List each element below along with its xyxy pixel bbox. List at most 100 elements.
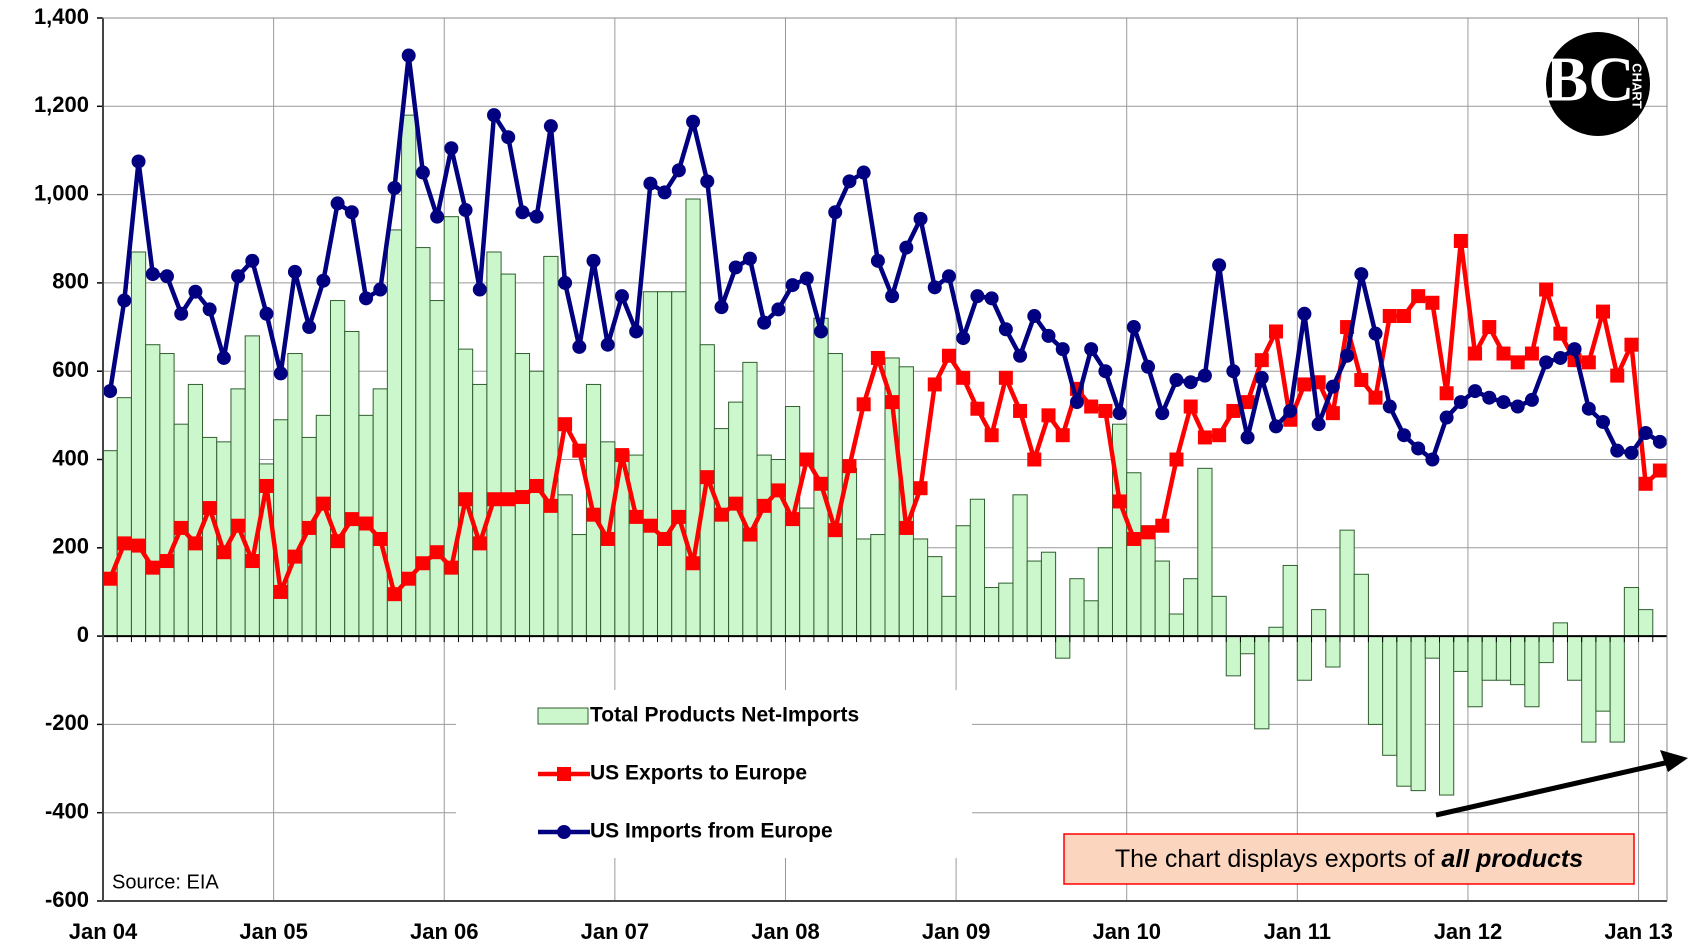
- marker: [1425, 452, 1440, 467]
- marker: [1340, 348, 1355, 363]
- marker: [373, 531, 388, 546]
- bar: [1581, 635, 1597, 743]
- marker: [387, 180, 402, 195]
- bar: [927, 556, 943, 637]
- marker: [998, 370, 1013, 385]
- logo-letters: BC: [1546, 44, 1635, 115]
- marker: [1112, 494, 1127, 509]
- marker: [415, 556, 430, 571]
- y-tick-label: 0: [77, 622, 89, 647]
- x-tick-label: Jan 08: [751, 919, 820, 944]
- bar: [1097, 547, 1113, 637]
- marker: [117, 293, 132, 308]
- arrow-head: [1660, 750, 1688, 772]
- arrow: [1435, 757, 1679, 818]
- marker: [472, 282, 487, 297]
- y-tick-label: 400: [52, 445, 89, 470]
- bar: [1154, 560, 1170, 637]
- bar: [1026, 560, 1042, 637]
- marker: [287, 264, 302, 279]
- marker: [216, 545, 231, 560]
- marker: [1382, 309, 1397, 324]
- y-tick-label: 600: [52, 357, 89, 382]
- marker: [899, 520, 914, 535]
- marker: [216, 350, 231, 365]
- bar: [1140, 525, 1156, 637]
- marker: [1510, 355, 1525, 370]
- marker: [1539, 282, 1554, 297]
- marker: [1325, 379, 1340, 394]
- marker: [316, 496, 331, 511]
- marker: [927, 377, 942, 392]
- bar: [1211, 595, 1227, 637]
- marker: [1183, 375, 1198, 390]
- marker: [1013, 403, 1028, 418]
- x-tick-label: Jan 06: [410, 919, 479, 944]
- marker: [1141, 525, 1156, 540]
- marker: [1212, 428, 1227, 443]
- marker: [657, 531, 672, 546]
- marker: [1084, 399, 1099, 414]
- marker: [558, 417, 573, 432]
- marker: [771, 483, 786, 498]
- marker: [1354, 267, 1369, 282]
- logo: [1546, 32, 1650, 136]
- marker: [643, 518, 658, 533]
- marker: [529, 209, 544, 224]
- marker: [1325, 406, 1340, 421]
- marker: [1396, 309, 1411, 324]
- marker: [984, 428, 999, 443]
- bar: [1126, 472, 1142, 637]
- marker: [273, 584, 288, 599]
- bar: [1353, 573, 1369, 637]
- marker: [1596, 304, 1611, 319]
- bar: [230, 388, 246, 637]
- marker: [742, 527, 757, 542]
- marker: [1510, 399, 1525, 414]
- bar: [1268, 626, 1284, 637]
- bar: [912, 538, 929, 637]
- marker: [728, 260, 743, 275]
- marker: [543, 119, 558, 134]
- marker: [643, 176, 658, 191]
- marker: [487, 492, 501, 507]
- bar: [685, 198, 701, 637]
- marker: [1141, 359, 1156, 374]
- annotation-text: The chart displays exports of: [1115, 845, 1442, 873]
- bar: [401, 114, 417, 637]
- marker: [103, 571, 118, 586]
- marker: [586, 253, 601, 268]
- x-tick-label: Jan 10: [1092, 919, 1161, 944]
- marker: [1411, 289, 1426, 304]
- marker: [1624, 445, 1639, 460]
- marker: [629, 324, 644, 339]
- marker: [1382, 399, 1397, 414]
- marker: [1226, 403, 1241, 418]
- marker: [472, 536, 487, 551]
- marker: [1169, 373, 1184, 388]
- marker: [1269, 324, 1283, 339]
- bar: [486, 251, 502, 637]
- marker: [1553, 350, 1568, 365]
- y-tick-label: 1,400: [34, 4, 89, 29]
- marker: [1197, 368, 1212, 383]
- bar: [1424, 635, 1441, 659]
- bar: [799, 507, 815, 637]
- marker: [771, 302, 786, 317]
- marker: [430, 545, 445, 560]
- marker: [799, 452, 814, 467]
- marker: [1183, 399, 1198, 414]
- marker: [941, 269, 956, 284]
- marker: [686, 556, 701, 571]
- marker: [1368, 326, 1383, 341]
- y-tick-label: 1,200: [34, 92, 89, 117]
- bar: [1510, 635, 1526, 686]
- marker: [714, 507, 729, 522]
- bar: [671, 291, 687, 637]
- bar: [1168, 613, 1185, 637]
- marker: [1496, 395, 1511, 410]
- marker: [870, 350, 885, 365]
- marker: [202, 501, 217, 516]
- marker: [1524, 346, 1539, 361]
- marker: [700, 470, 715, 485]
